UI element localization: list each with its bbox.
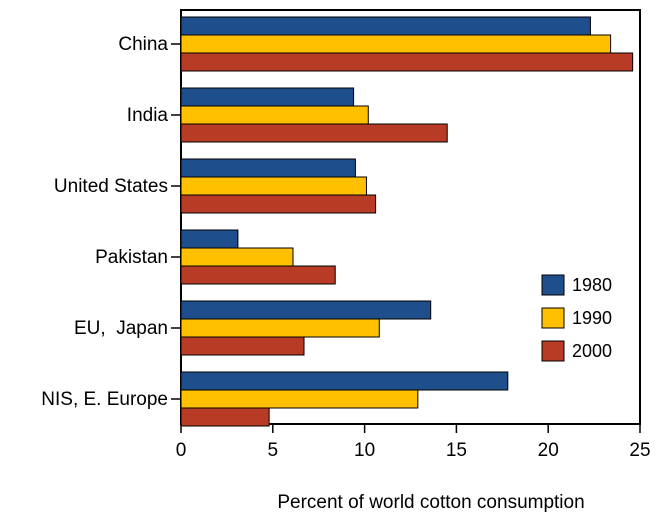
category-ticks: China India United States Pakistan EU, Japan… — [41, 34, 181, 410]
x-tick-label-0: 0 — [176, 440, 187, 461]
legend-swatch-1980 — [541, 274, 565, 296]
bar-india-2000 — [180, 123, 448, 143]
category-label-nis-e-europe: NIS, E. Europe — [41, 389, 168, 410]
bar-china-1980 — [180, 16, 591, 36]
bar-india-1980 — [180, 87, 355, 107]
x-axis-title: Percent of world cotton consumption — [277, 492, 584, 513]
bar-united-states-1990 — [180, 176, 367, 196]
x-tick-label-10: 10 — [354, 440, 375, 461]
bar-nis-e-europe-2000 — [180, 407, 270, 427]
x-tick-label-5: 5 — [268, 440, 279, 461]
bar-eu-japan-2000 — [180, 336, 305, 356]
legend-label-1990: 1990 — [572, 308, 612, 328]
category-label-united-states: United States — [54, 176, 168, 197]
bar-eu-japan-1980 — [180, 300, 432, 320]
legend: 1980 1990 2000 — [541, 274, 612, 362]
bar-nis-e-europe-1980 — [180, 371, 509, 391]
x-axis-ticks: 0 5 10 15 20 25 — [176, 424, 651, 461]
bar-nis-e-europe-1990 — [180, 389, 419, 409]
bars-group — [180, 16, 634, 427]
bar-pakistan-1980 — [180, 229, 239, 249]
x-tick-label-15: 15 — [446, 440, 467, 461]
bar-china-2000 — [180, 52, 634, 72]
bar-united-states-2000 — [180, 194, 377, 214]
bar-pakistan-1990 — [180, 247, 294, 267]
bar-united-states-1980 — [180, 158, 356, 178]
category-label-india: India — [127, 105, 169, 126]
bar-eu-japan-1990 — [180, 318, 380, 338]
bar-pakistan-2000 — [180, 265, 336, 285]
bar-india-1990 — [180, 105, 369, 125]
category-label-eu-japan: EU, Japan — [74, 318, 168, 339]
legend-swatch-1990 — [541, 307, 565, 329]
bar-china-1990 — [180, 34, 612, 54]
plot-frame — [180, 9, 641, 425]
category-label-pakistan: Pakistan — [95, 247, 168, 268]
legend-label-1980: 1980 — [572, 275, 612, 295]
x-tick-label-20: 20 — [538, 440, 559, 461]
legend-label-2000: 2000 — [572, 341, 612, 361]
category-label-china: China — [118, 34, 168, 55]
legend-swatch-2000 — [541, 340, 565, 362]
x-tick-label-25: 25 — [629, 440, 650, 461]
